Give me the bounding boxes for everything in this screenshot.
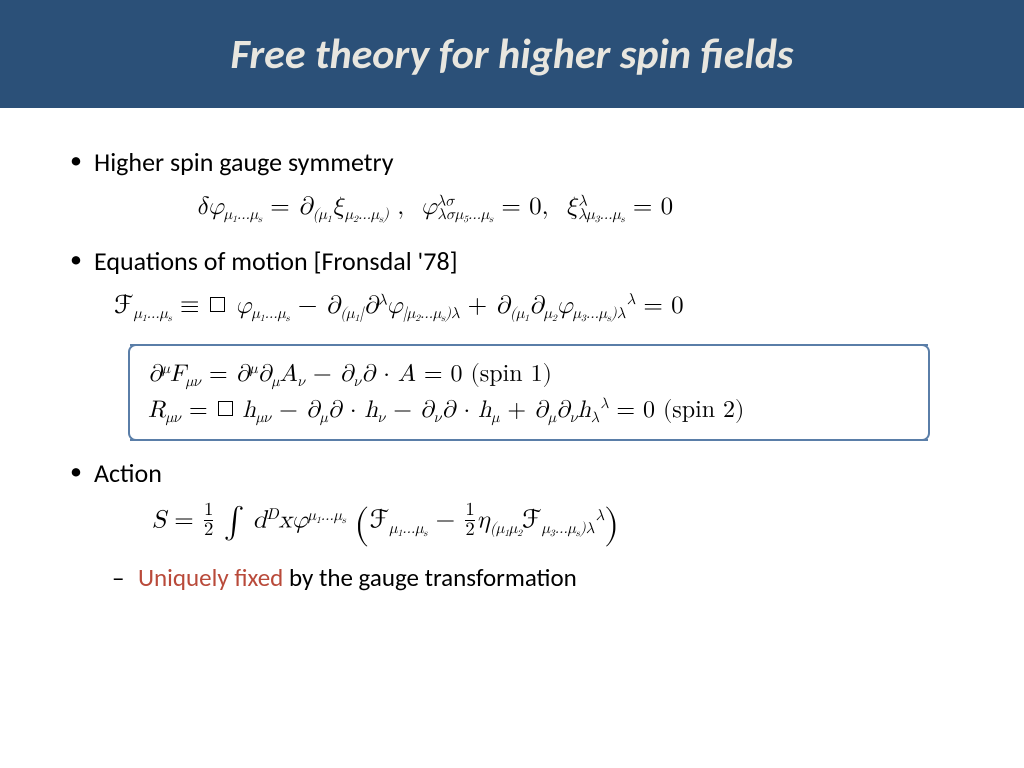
equation-action: S = 12 ∫ dDxφμ1…μs (ℱμ1…μs − 12η(μ1μ2ℱμ3… — [152, 501, 964, 544]
equation-gauge-variation: δφμ1…μs = ∂(μ1ξμ2…μs) , φλσλσμ5…μs = 0, … — [196, 190, 964, 227]
equation-spin2: Rμν = hμν − ∂μ∂ · hν − ∂ν∂ · hμ + ∂μ∂νhλ… — [148, 394, 910, 428]
highlight-text: Uniquely fixed — [138, 562, 283, 593]
bullet-eom: Equations of motion [Fronsdal '78] ℱμ1…μ… — [60, 245, 964, 442]
bullet-text: Higher spin gauge symmetry — [94, 146, 393, 178]
bullet-text: Equations of motion [Fronsdal '78] — [94, 245, 458, 277]
sub-bullet-rest: by the gauge transformation — [283, 562, 577, 593]
bullet-text: Action — [94, 457, 162, 489]
sub-bullet-uniquely-fixed: Uniquely fixed by the gauge transformati… — [94, 562, 964, 593]
bullet-gauge-symmetry: Higher spin gauge symmetry δφμ1…μs = ∂(μ… — [60, 146, 964, 227]
slide-header: Free theory for higher spin fields — [0, 0, 1024, 108]
slide-title: Free theory for higher spin fields — [231, 29, 794, 80]
equation-fronsdal: ℱμ1…μs ≡ φμ1…μs − ∂(μ1|∂λφ|μ2…μs)λ + ∂(μ… — [114, 289, 964, 326]
equation-spin1: ∂μFμν = ∂μ∂μAν − ∂ν∂ · A = 0 (spin 1) — [148, 358, 910, 392]
boxed-examples: ∂μFμν = ∂μ∂μAν − ∂ν∂ · A = 0 (spin 1) Rμ… — [130, 344, 928, 442]
slide-body: Higher spin gauge symmetry δφμ1…μs = ∂(μ… — [0, 108, 1024, 627]
bullet-action: Action S = 12 ∫ dDxφμ1…μs (ℱμ1…μs − 12η(… — [60, 457, 964, 593]
